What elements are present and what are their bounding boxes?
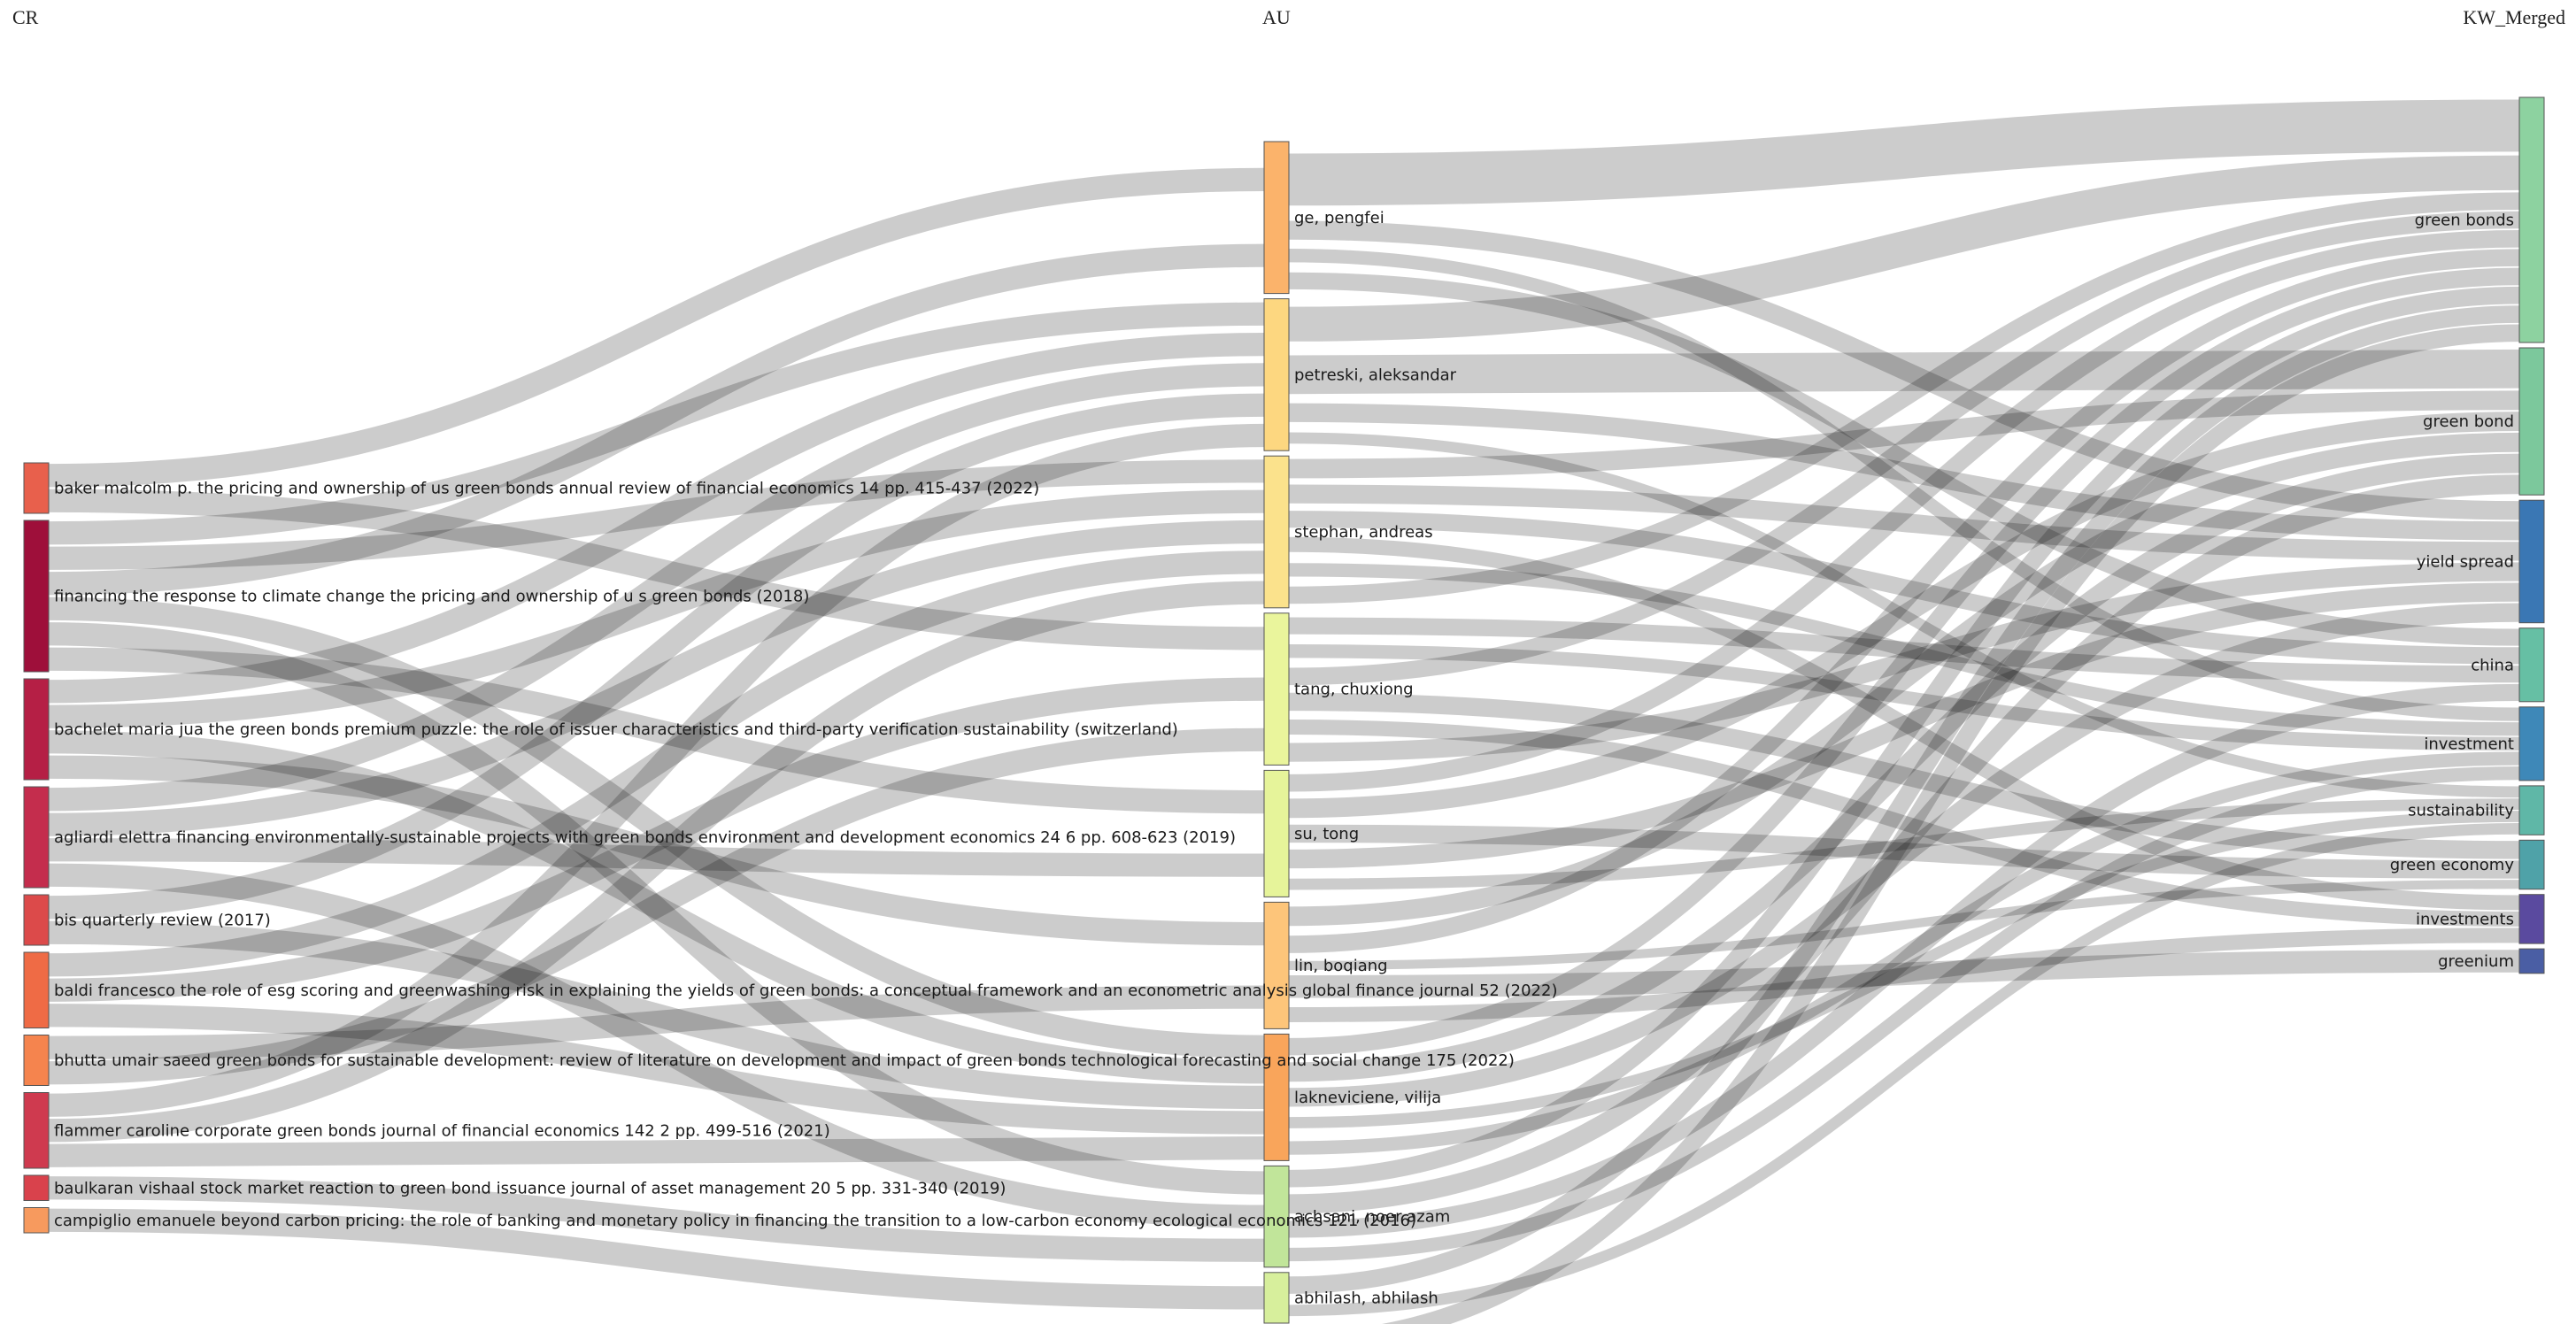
column-title-kw: KW_Merged — [2463, 6, 2565, 28]
link-au_abhilash-to-kw_greenbonds[interactable] — [1288, 305, 2520, 1294]
node-cr_bhutta[interactable] — [23, 1035, 50, 1086]
node-au_petreski[interactable] — [1263, 298, 1290, 451]
node-kw_investments[interactable] — [2518, 894, 2545, 944]
node-label-cr_financing: financing the response to climate change… — [54, 588, 809, 606]
link-cr_agliardi-to-au_stephan[interactable] — [48, 520, 1265, 836]
link-au_lakneviciene-to-kw_greenbonds[interactable] — [1288, 267, 2520, 1056]
node-label-kw_yield: yield spread — [2417, 552, 2514, 571]
node-label-au_petreski: petreski, aleksandar — [1294, 366, 1457, 384]
link-cr_bachelet-to-au_petreski[interactable] — [48, 332, 1265, 704]
link-cr_baulkaran-to-au_achsani[interactable] — [48, 1176, 1265, 1262]
link-au_lin-to-kw_greeneco[interactable] — [1288, 880, 2520, 970]
column-title-au: AU — [1262, 6, 1291, 28]
labels-layer: baker malcolm p. the pricing and ownersh… — [54, 209, 2515, 1308]
node-kw_yield[interactable] — [2518, 499, 2545, 624]
node-label-cr_agliardi: agliardi elettra financing environmental… — [54, 828, 1236, 847]
node-label-au_ge: ge, pengfei — [1294, 209, 1384, 227]
node-label-kw_investment: investment — [2424, 735, 2514, 753]
link-cr_flammer-to-au_stephan[interactable] — [48, 581, 1265, 1143]
link-cr_baker-to-au_ge[interactable] — [48, 167, 1265, 488]
link-cr_flammer-to-au_lakneviciene[interactable] — [48, 1135, 1265, 1167]
node-kw_investment[interactable] — [2518, 706, 2545, 781]
node-kw_greenium[interactable] — [2518, 948, 2545, 974]
link-au_stephan-to-kw_greenbond[interactable] — [1288, 390, 2520, 479]
node-cr_flammer[interactable] — [23, 1092, 50, 1169]
node-cr_bis[interactable] — [23, 894, 50, 946]
link-cr_baldi-to-au_lakneviciene[interactable] — [48, 1004, 1265, 1135]
node-kw_greenbond[interactable] — [2518, 347, 2545, 496]
link-cr_campiglio-to-au_abhilash[interactable] — [48, 1208, 1265, 1310]
node-label-au_achsani: achsani, noer azam — [1294, 1208, 1450, 1227]
link-au_ahmad-to-kw_greenbonds[interactable] — [1289, 324, 2520, 1324]
node-cr_baldi[interactable] — [23, 951, 50, 1028]
column-title-cr: CR — [12, 6, 39, 28]
link-au_ge-to-kw_investment[interactable] — [1288, 249, 2520, 721]
node-label-kw_greenbonds: green bonds — [2415, 212, 2514, 230]
link-au_stephan-to-kw_greenbonds[interactable] — [1288, 192, 2520, 604]
node-au_su[interactable] — [1263, 769, 1290, 897]
link-cr_bis-to-au_petreski[interactable] — [48, 393, 1265, 920]
link-cr_financing-to-au_ge[interactable] — [48, 243, 1265, 596]
link-au_tang-to-kw_greenbonds[interactable] — [1288, 211, 2520, 686]
node-label-au_lin: lin, boqiang — [1294, 957, 1388, 975]
node-label-cr_baker: baker malcolm p. the pricing and ownersh… — [54, 480, 1039, 498]
link-au_lin-to-kw_greenbond[interactable] — [1288, 432, 2520, 927]
node-label-cr_flammer: flammer caroline corporate green bonds j… — [54, 1121, 830, 1140]
node-label-cr_bachelet: bachelet maria jua the green bonds premi… — [54, 720, 1178, 739]
node-cr_agliardi[interactable] — [23, 786, 50, 889]
link-cr_flammer-to-au_petreski[interactable] — [48, 423, 1265, 1117]
node-au_achsani[interactable] — [1263, 1165, 1290, 1268]
node-label-au_lakneviciene: lakneviciene, vilija — [1294, 1089, 1441, 1107]
link-cr_bachelet-to-au_stephan[interactable] — [48, 489, 1265, 728]
node-au_tang[interactable] — [1263, 612, 1290, 766]
link-au_stephan-to-kw_yield[interactable] — [1288, 484, 2520, 561]
node-au_stephan[interactable] — [1263, 455, 1290, 609]
link-au_lakneviciene-to-kw_greenbond[interactable] — [1288, 453, 2520, 1082]
links-layer — [48, 99, 2520, 1324]
node-label-cr_campiglio: campiglio emanuele beyond carbon pricing… — [54, 1212, 1416, 1230]
node-kw_china[interactable] — [2518, 627, 2545, 703]
link-au_lin-to-kw_greenbonds[interactable] — [1288, 249, 2520, 953]
nodes-layer — [23, 96, 2545, 1324]
node-cr_baulkaran[interactable] — [23, 1174, 50, 1201]
node-au_abhilash[interactable] — [1263, 1272, 1290, 1324]
node-label-kw_china: china — [2471, 656, 2514, 674]
node-label-kw_greeneco: green economy — [2390, 856, 2515, 874]
node-cr_campiglio[interactable] — [23, 1207, 50, 1234]
node-kw_greenbonds[interactable] — [2518, 96, 2545, 343]
link-cr_agliardi-to-au_achsani[interactable] — [48, 863, 1265, 1228]
link-au_ge-to-kw_greenbonds[interactable] — [1288, 99, 2520, 206]
node-kw_greeneco[interactable] — [2518, 839, 2545, 890]
node-au_lin[interactable] — [1263, 901, 1290, 1029]
node-label-kw_greenium: greenium — [2438, 952, 2514, 971]
link-cr_agliardi-to-au_petreski[interactable] — [48, 363, 1265, 812]
node-au_lakneviciene[interactable] — [1263, 1033, 1290, 1161]
node-label-cr_baldi: baldi francesco the role of esg scoring … — [54, 981, 1557, 1000]
node-label-kw_investments: investments — [2416, 910, 2514, 928]
node-cr_financing[interactable] — [23, 520, 50, 673]
node-label-cr_bis: bis quarterly review (2017) — [54, 912, 271, 930]
link-au_achsani-to-kw_greenbonds[interactable] — [1288, 286, 2520, 1188]
node-kw_sustain[interactable] — [2518, 785, 2545, 835]
node-label-au_stephan: stephan, andreas — [1294, 523, 1433, 542]
link-au_petreski-to-kw_greenbonds[interactable] — [1288, 155, 2520, 342]
link-au_achsani-to-kw_china[interactable] — [1288, 683, 2520, 1238]
node-au_ge[interactable] — [1263, 141, 1290, 295]
node-label-au_su: su, tong — [1294, 825, 1359, 843]
link-au_su-to-kw_greenbond[interactable] — [1288, 412, 2520, 819]
node-label-cr_baulkaran: baulkaran vishaal stock market reaction … — [54, 1179, 1006, 1197]
link-au_su-to-kw_greenbonds[interactable] — [1288, 230, 2520, 792]
node-label-cr_bhutta: bhutta umair saeed green bonds for susta… — [54, 1051, 1515, 1070]
link-cr_baldi-to-au_tang[interactable] — [48, 677, 1265, 1002]
node-label-au_abhilash: abhilash, abhilash — [1294, 1289, 1438, 1307]
node-label-kw_sustain: sustainability — [2408, 802, 2514, 820]
node-cr_bachelet[interactable] — [23, 678, 50, 781]
node-label-kw_greenbond: green bond — [2423, 412, 2514, 431]
node-cr_baker[interactable] — [23, 462, 50, 514]
node-label-au_tang: tang, chuxiong — [1294, 681, 1414, 699]
